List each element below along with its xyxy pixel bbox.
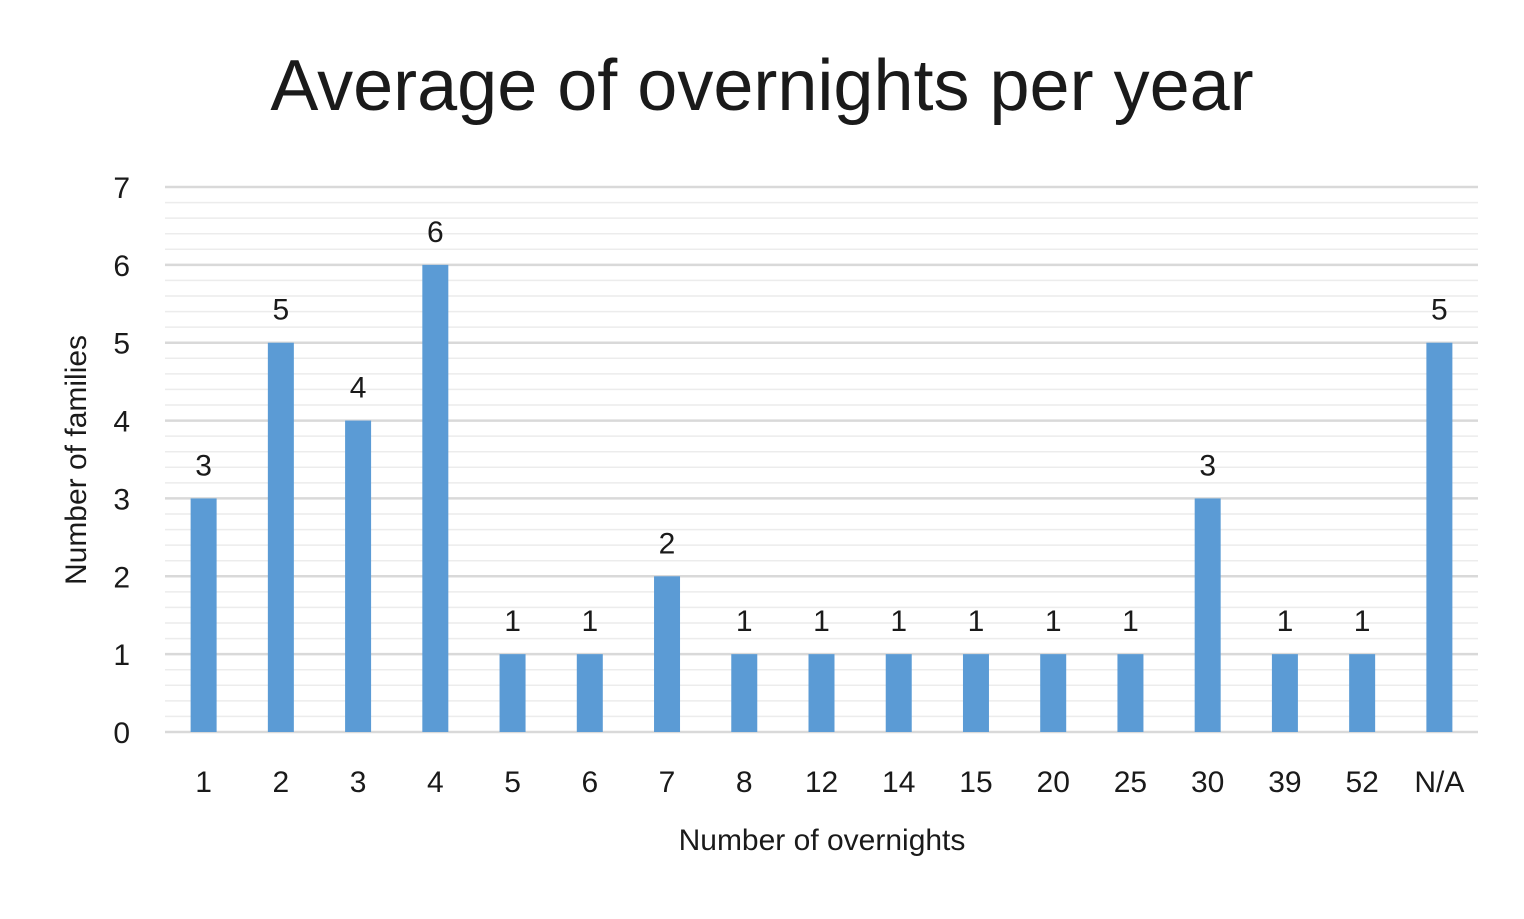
bar-n-a [1426,342,1453,732]
y-tick-label: 5 [113,328,130,361]
bar-8 [731,654,758,732]
x-tick-label: 4 [427,766,444,799]
bar-39 [1271,654,1298,732]
bar-52 [1349,654,1376,732]
x-tick-label: 3 [350,766,367,799]
data-label: 1 [1277,605,1294,638]
bar-30 [1194,498,1221,732]
x-tick-label: 2 [273,766,290,799]
x-tick-label: 12 [805,766,838,799]
x-tick-label: 7 [659,766,676,799]
bars [190,264,1453,732]
bar-1 [190,498,217,732]
y-tick-label: 0 [113,717,130,750]
data-label: 3 [1199,449,1216,482]
bar-5 [499,654,526,732]
data-label: 1 [1354,605,1371,638]
x-tick-label: 39 [1268,766,1301,799]
data-label: 1 [968,605,985,638]
x-tick-label: 20 [1037,766,1070,799]
data-label: 4 [350,372,367,405]
bar-15 [962,654,989,732]
bar-14 [885,654,912,732]
data-label: 1 [581,605,598,638]
chart-title: Average of overnights per year [270,46,1253,126]
bar-4 [422,264,449,732]
bar-6 [576,654,603,732]
x-tick-label: 5 [504,766,521,799]
y-tick-label: 4 [113,406,130,439]
y-tick-label: 1 [113,639,130,672]
data-label: 1 [1045,605,1062,638]
data-label: 5 [273,294,290,327]
x-axis-ticks: 1 2 3 4 5 6 7 8 12 14 15 20 25 30 39 52 N/A [195,766,1464,799]
bar-7 [654,576,681,732]
bar-2 [267,342,294,732]
x-axis-title: Number of overnights [679,824,966,857]
y-axis-title: Number of families [60,335,93,585]
x-tick-label: 14 [882,766,915,799]
bar-12 [808,654,835,732]
y-tick-label: 7 [113,172,130,205]
x-tick-label: N/A [1414,766,1464,799]
y-axis-ticks: 0 1 2 3 4 5 6 7 [113,172,130,750]
data-label: 6 [427,216,444,249]
y-tick-label: 2 [113,561,130,594]
data-label: 2 [659,527,676,560]
data-label: 5 [1431,294,1448,327]
bar-25 [1117,654,1144,732]
x-tick-label: 25 [1114,766,1147,799]
data-label: 1 [1122,605,1139,638]
data-label: 1 [736,605,753,638]
x-tick-label: 1 [195,766,212,799]
bar-20 [1040,654,1067,732]
x-tick-label: 52 [1345,766,1378,799]
data-label: 1 [504,605,521,638]
data-label: 3 [195,449,212,482]
gridlines [165,185,1478,734]
data-label: 1 [890,605,907,638]
data-labels: 3 5 4 6 1 1 2 1 1 1 1 1 1 3 1 1 5 [195,216,1447,638]
x-tick-label: 6 [581,766,598,799]
y-tick-label: 3 [113,483,130,516]
data-label: 1 [813,605,830,638]
bar-3 [345,420,372,732]
x-tick-label: 30 [1191,766,1224,799]
x-tick-label: 8 [736,766,753,799]
x-tick-label: 15 [959,766,992,799]
y-tick-label: 6 [113,250,130,283]
